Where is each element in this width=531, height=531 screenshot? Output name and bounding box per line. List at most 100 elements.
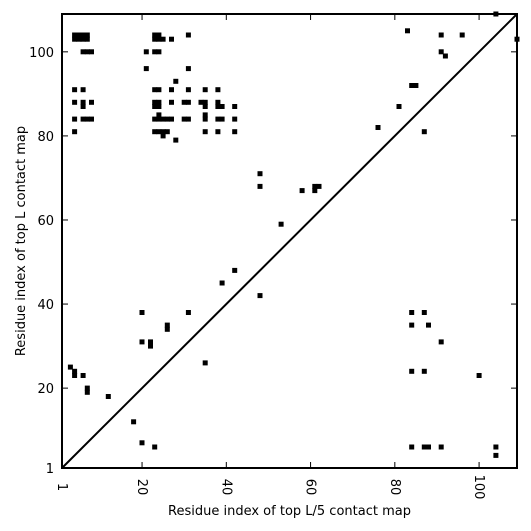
contact-point <box>152 99 158 105</box>
x-axis-ticks: 1 20 40 60 80 100 <box>54 14 486 499</box>
contact-point <box>232 267 238 273</box>
contact-point <box>312 183 318 189</box>
contact-point <box>181 99 187 105</box>
contact-point <box>232 104 238 109</box>
contact-point <box>409 322 415 328</box>
contact-point <box>139 310 145 315</box>
y-axis-label: Residue index of top L contact map <box>14 126 29 356</box>
contact-point <box>215 116 221 122</box>
contact-point <box>143 49 149 55</box>
contact-point <box>232 116 238 122</box>
contact-point <box>185 99 191 105</box>
contact-point <box>215 129 221 135</box>
x-tick-label: 40 <box>218 479 233 496</box>
contact-point <box>80 32 86 38</box>
contact-point <box>156 112 162 118</box>
y-tick-label: 100 <box>29 46 54 61</box>
contact-point <box>493 444 499 450</box>
contact-point <box>152 444 158 450</box>
contact-point <box>493 452 499 458</box>
contact-point <box>413 83 419 88</box>
contact-point <box>148 339 153 345</box>
contact-point <box>202 360 208 366</box>
x-tick-label: 80 <box>387 479 402 496</box>
contact-point <box>164 322 170 328</box>
contact-point <box>219 280 225 286</box>
contact-point <box>257 293 263 299</box>
contact-point <box>160 116 166 122</box>
contact-point <box>202 87 208 93</box>
contact-point <box>169 116 174 122</box>
contact-point <box>156 36 162 42</box>
contact-point <box>202 99 208 105</box>
contact-point <box>139 440 145 446</box>
contact-point <box>396 104 402 109</box>
contact-point <box>426 444 431 450</box>
contact-point <box>76 36 82 42</box>
contact-point <box>152 129 158 135</box>
contact-point <box>156 116 162 122</box>
contact-point <box>438 49 444 55</box>
contact-point <box>219 104 225 109</box>
contact-point <box>202 116 208 122</box>
contact-point <box>76 32 82 38</box>
contact-point <box>169 36 174 42</box>
contact-point <box>80 373 86 378</box>
contact-point <box>80 36 86 42</box>
contact-point <box>80 49 86 55</box>
contact-point <box>84 36 90 42</box>
contact-point <box>84 385 90 391</box>
contact-point <box>421 129 427 135</box>
contact-point <box>152 49 158 55</box>
contact-point <box>152 87 158 93</box>
contact-point <box>80 116 86 122</box>
y-axis-ticks: 1 20 40 60 80 100 <box>29 46 517 477</box>
contact-point <box>409 368 415 374</box>
contact-point <box>164 116 170 122</box>
contact-point <box>131 419 137 425</box>
x-tick-label: 100 <box>471 475 486 500</box>
contact-point <box>156 129 162 135</box>
contact-point <box>89 99 94 105</box>
contact-point <box>173 137 179 143</box>
contact-point <box>173 78 179 84</box>
contact-point <box>72 87 78 93</box>
contact-point <box>421 444 427 450</box>
contact-point <box>169 87 174 93</box>
y-tick-label: 1 <box>46 462 54 477</box>
contact-point <box>84 389 90 395</box>
contact-point <box>257 183 263 189</box>
contact-point <box>421 310 427 315</box>
y-tick-label: 20 <box>37 382 54 397</box>
diagonal-line <box>61 13 518 469</box>
contact-point <box>312 188 318 194</box>
contact-point <box>72 129 78 135</box>
contact-point <box>426 322 431 328</box>
contact-point <box>219 116 225 122</box>
contact-point <box>160 129 166 135</box>
contact-point <box>156 87 162 93</box>
contact-point <box>152 116 158 122</box>
contact-point <box>152 36 158 42</box>
contact-point <box>185 66 191 72</box>
contact-point <box>84 49 90 55</box>
contact-point <box>215 104 221 109</box>
contact-point <box>405 28 410 34</box>
contact-point <box>156 104 162 109</box>
contact-point <box>72 368 78 374</box>
contact-point <box>72 99 78 105</box>
contact-point <box>438 32 444 38</box>
contact-point <box>442 53 448 59</box>
contact-point <box>202 129 208 135</box>
contact-point <box>232 129 238 135</box>
y-tick-label: 40 <box>37 298 54 313</box>
contact-point <box>215 99 221 105</box>
contact-point <box>409 444 415 450</box>
contact-point <box>160 36 166 42</box>
contact-point <box>375 125 381 130</box>
contact-point <box>409 83 415 88</box>
contact-point <box>476 373 482 378</box>
contact-point <box>143 66 149 72</box>
contact-point <box>160 133 166 139</box>
